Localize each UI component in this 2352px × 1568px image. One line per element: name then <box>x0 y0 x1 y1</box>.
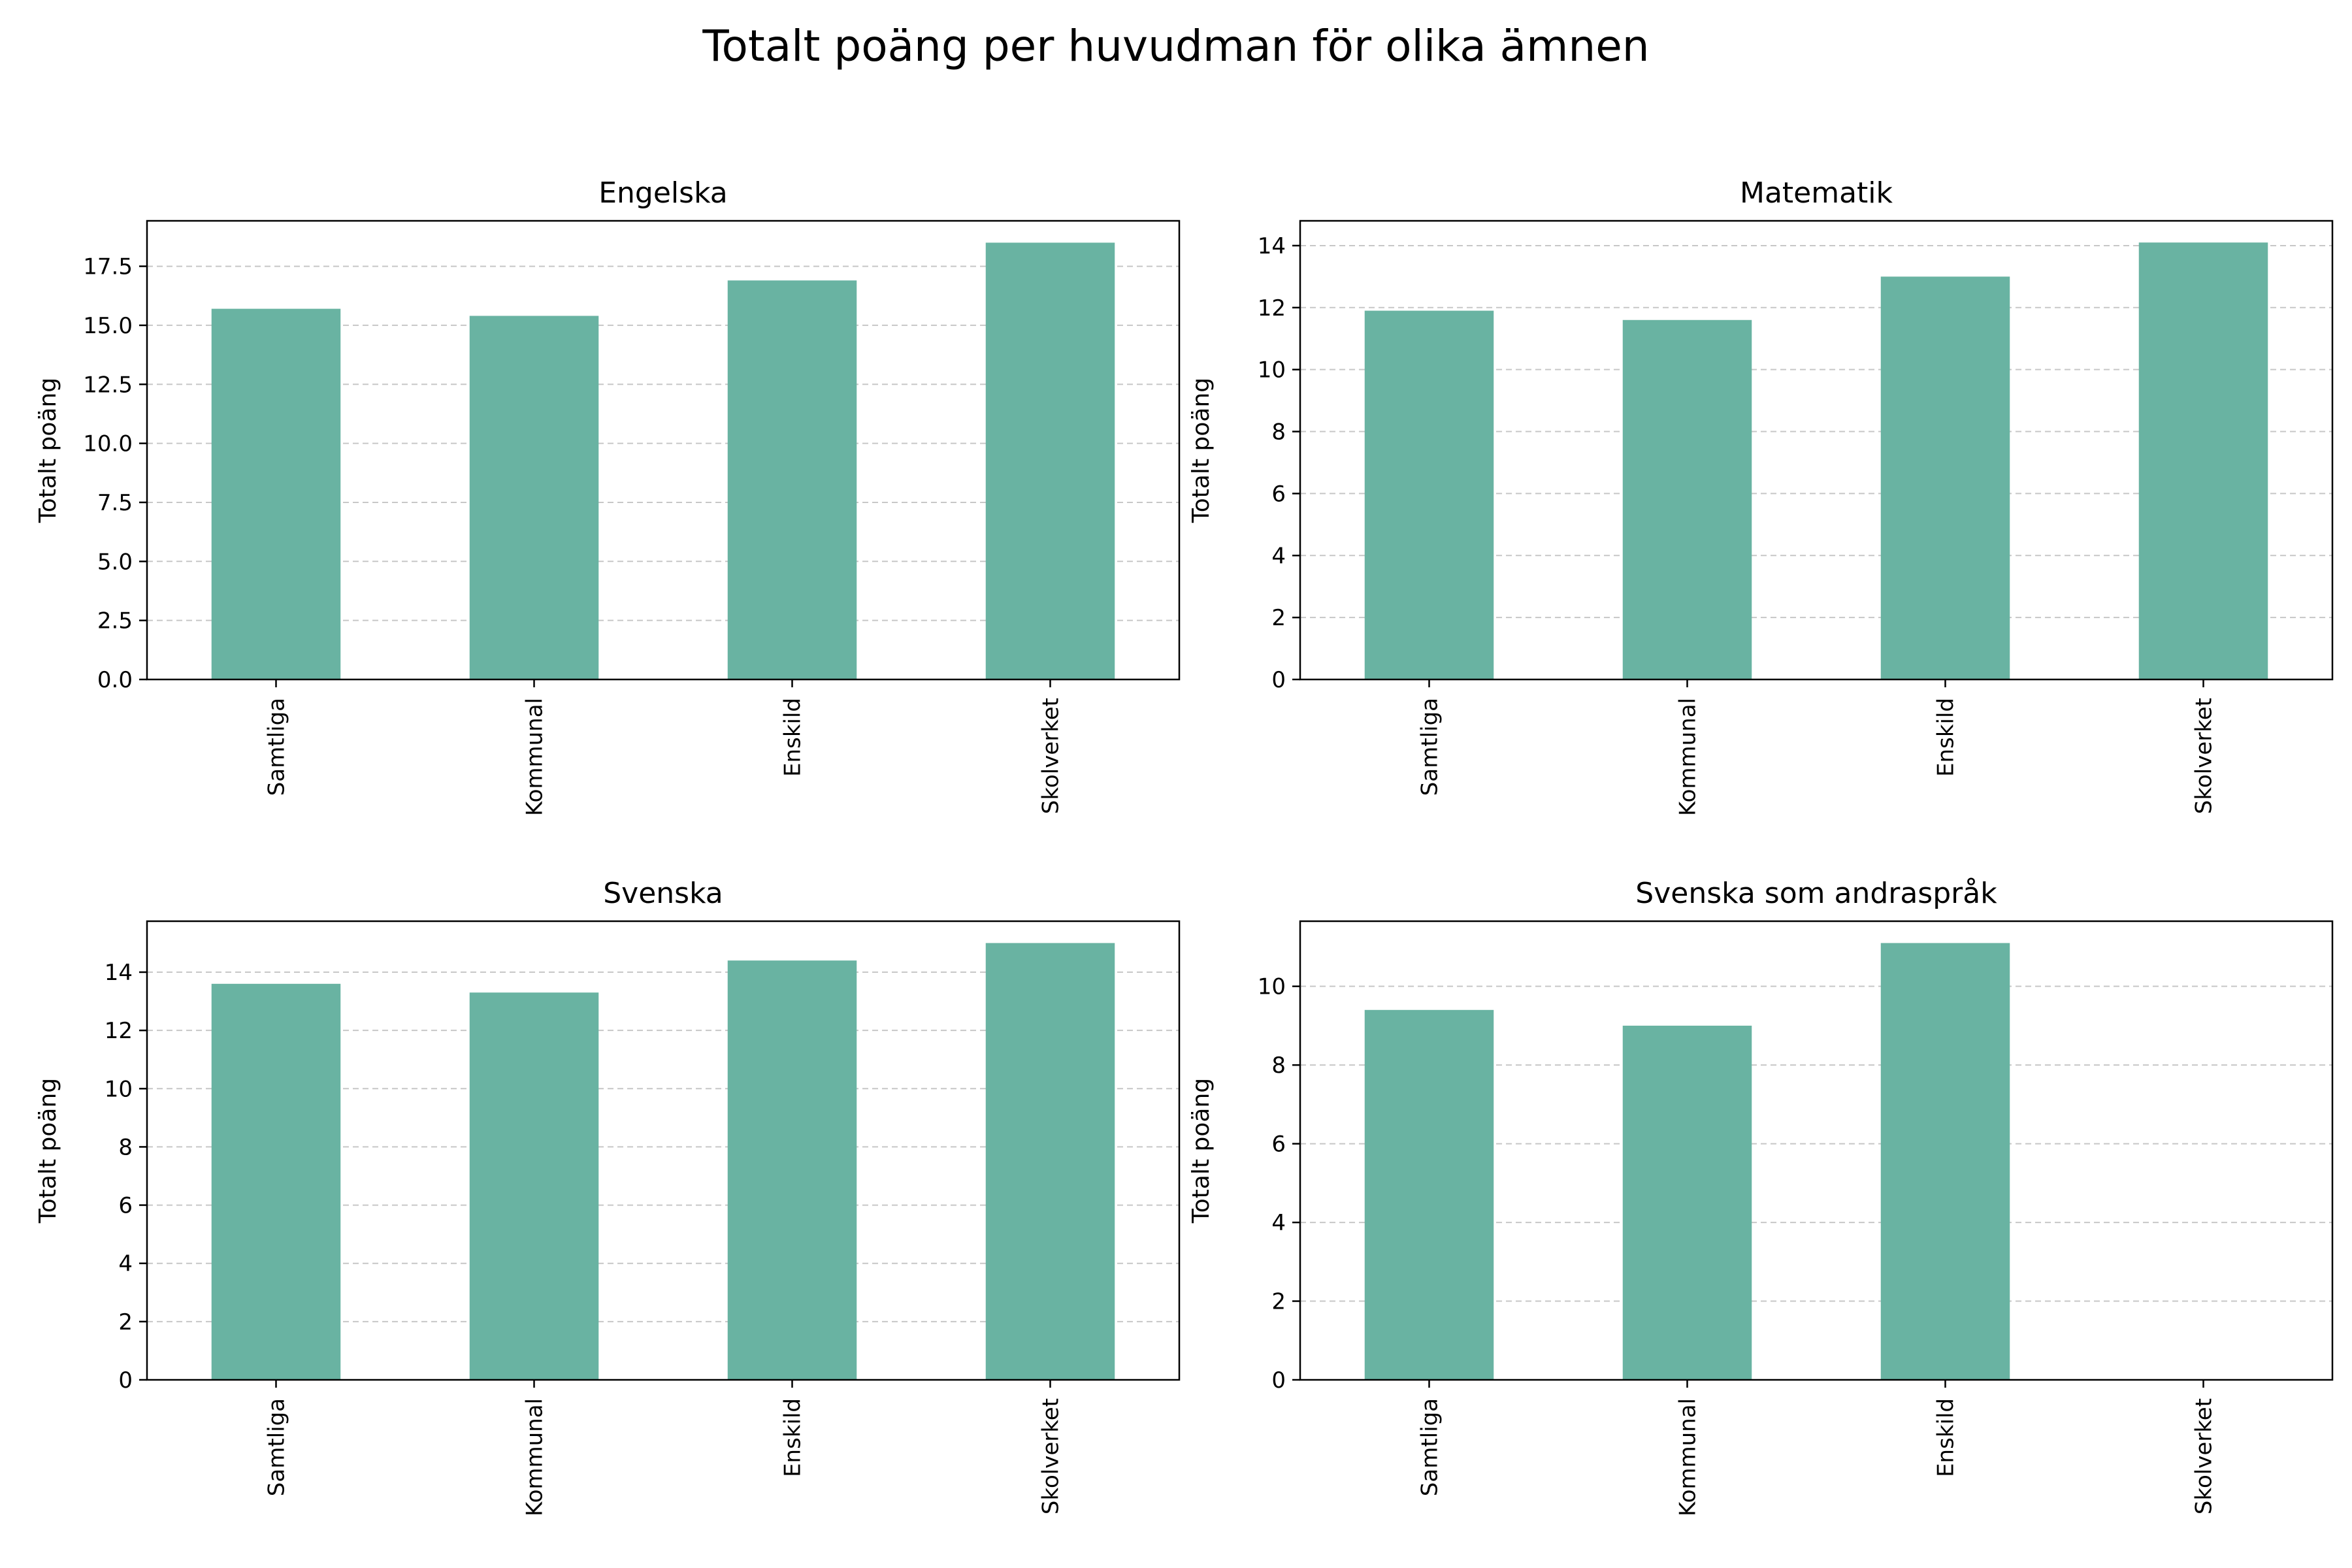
figure-title: Totalt poäng per huvudman för olika ämne… <box>702 21 1650 71</box>
bar-enskild <box>727 280 857 679</box>
y-tick-label: 12 <box>105 1018 133 1044</box>
y-tick-label: 17.5 <box>83 254 133 280</box>
x-tick-label: Samtliga <box>1417 698 1443 796</box>
subplot-4: 0 2 4 6 8 10 Samtliga Kommunal Enskild Skolverket… <box>1188 877 2334 1516</box>
y-tick-label: 10 <box>105 1076 133 1102</box>
y-tick-label: 2 <box>118 1309 133 1335</box>
y-tick-label: 8 <box>1271 419 1286 446</box>
x-tick-label: Samtliga <box>1417 1398 1443 1496</box>
y-tick-label: 14 <box>1258 233 1286 259</box>
axes-frame <box>146 920 1181 1381</box>
bar-skolverket <box>2138 242 2268 679</box>
y-tick-label: 8 <box>118 1134 133 1160</box>
y-tick-label: 0 <box>1271 1367 1286 1394</box>
axes-frame <box>146 220 1181 681</box>
y-tick-label: 4 <box>1271 1210 1286 1236</box>
axes-frame <box>1299 920 2334 1381</box>
y-tick-label: 12.5 <box>83 372 133 398</box>
x-tick-label: Enskild <box>1933 1398 1959 1477</box>
bar-samtliga <box>1364 310 1494 679</box>
x-tick-label: Skolverket <box>2191 1398 2217 1514</box>
y-axis-label: Totalt poäng <box>1188 1078 1215 1224</box>
subplot-title: Matematik <box>1740 176 1893 210</box>
x-tick-label: Skolverket <box>1038 1398 1064 1514</box>
y-tick-label: 2 <box>1271 1289 1286 1315</box>
y-tick-label: 15.0 <box>83 313 133 339</box>
y-tick-label: 0 <box>1271 667 1286 693</box>
bar-kommunal <box>469 316 599 679</box>
subplot-2: 0 2 4 6 8 10 12 14 Samtliga Kommunal Enskild Skolve… <box>1188 176 2334 816</box>
y-tick-label: 2 <box>1271 605 1286 631</box>
y-tick-label: 6 <box>118 1193 133 1219</box>
bar-skolverket <box>985 943 1115 1380</box>
x-tick-label: Kommunal <box>522 698 548 816</box>
y-tick-label: 6 <box>1271 1132 1286 1158</box>
y-tick-label: 5.0 <box>97 549 133 575</box>
x-tick-label: Enskild <box>780 698 806 777</box>
x-tick-label: Kommunal <box>1675 1398 1701 1516</box>
subplot-title: Engelska <box>598 176 728 210</box>
axes-frame <box>1299 220 2334 681</box>
subplot-title: Svenska som andraspråk <box>1635 877 1997 910</box>
bar-samtliga <box>1364 1009 1494 1380</box>
bar-samtliga <box>211 308 341 679</box>
subplot-3: 0 2 4 6 8 10 12 14 Samtliga Kommunal Enskild Skolve… <box>35 877 1181 1516</box>
bar-enskild <box>1880 943 2010 1380</box>
y-tick-label: 12 <box>1258 295 1286 321</box>
bar-enskild <box>727 960 857 1380</box>
y-tick-label: 0 <box>118 1367 133 1394</box>
y-axis-label: Totalt poäng <box>35 1078 61 1224</box>
y-tick-label: 10 <box>1258 974 1286 1000</box>
x-tick-label: Skolverket <box>2191 698 2217 814</box>
y-tick-label: 4 <box>118 1251 133 1277</box>
y-tick-label: 14 <box>105 960 133 986</box>
y-tick-label: 7.5 <box>97 490 133 516</box>
bar-kommunal <box>1622 1025 1752 1380</box>
y-axis-label: Totalt poäng <box>1188 378 1215 523</box>
x-tick-label: Samtliga <box>264 698 290 796</box>
x-tick-label: Enskild <box>780 1398 806 1477</box>
bar-kommunal <box>1622 319 1752 679</box>
y-tick-label: 10.0 <box>83 431 133 457</box>
subplot-title: Svenska <box>603 877 723 910</box>
y-tick-label: 6 <box>1271 481 1286 507</box>
x-tick-label: Samtliga <box>264 1398 290 1496</box>
y-tick-label: 10 <box>1258 357 1286 384</box>
bar-skolverket <box>985 242 1115 679</box>
bar-kommunal <box>469 992 599 1380</box>
y-tick-label: 2.5 <box>97 608 133 634</box>
subplot-1: 0.0 2.5 5.0 7.5 10.0 12.5 15.0 17.5 Samtliga Komm… <box>35 176 1181 816</box>
bar-enskild <box>1880 276 2010 679</box>
y-tick-label: 4 <box>1271 543 1286 569</box>
y-tick-label: 8 <box>1271 1053 1286 1079</box>
bar-samtliga <box>211 983 341 1380</box>
y-axis-label: Totalt poäng <box>35 378 61 523</box>
x-tick-label: Kommunal <box>522 1398 548 1516</box>
x-tick-label: Skolverket <box>1038 698 1064 814</box>
x-tick-label: Enskild <box>1933 698 1959 777</box>
y-tick-label: 0.0 <box>97 667 133 693</box>
x-tick-label: Kommunal <box>1675 698 1701 816</box>
